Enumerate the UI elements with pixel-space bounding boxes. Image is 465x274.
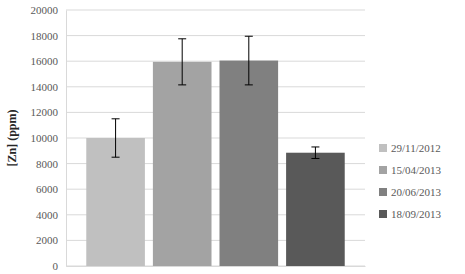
series — [153, 39, 212, 266]
y-tick: 0 — [53, 260, 67, 272]
y-tick-label: 0 — [53, 260, 59, 272]
error-bar — [311, 147, 319, 159]
y-tick: 6000 — [36, 183, 66, 195]
y-tick: 2000 — [36, 234, 66, 246]
legend-item: 15/04/2013 — [379, 164, 442, 176]
bar — [153, 62, 212, 266]
legend-swatch — [379, 210, 387, 218]
legend-label: 15/04/2013 — [391, 164, 442, 176]
legend-item: 18/09/2013 — [379, 208, 442, 220]
y-tick: 20000 — [31, 4, 67, 16]
y-tick-label: 10000 — [31, 132, 59, 144]
chart: 0 2000 4000 6000 8000 10000 12000 14000 16000 180… — [0, 0, 465, 274]
legend-label: 20/06/2013 — [391, 186, 442, 198]
grid-line — [66, 86, 365, 87]
y-axis-title: [Zn] (ppm) — [5, 109, 19, 166]
error-cap — [311, 146, 319, 147]
legend-label: 29/11/2012 — [391, 142, 441, 154]
y-tick: 4000 — [36, 209, 66, 221]
grid-line — [66, 35, 365, 36]
error-stem — [182, 39, 183, 85]
y-tick-label: 16000 — [31, 55, 59, 67]
error-cap — [245, 36, 253, 37]
series — [219, 36, 278, 266]
y-tick-label: 2000 — [36, 234, 59, 246]
legend: 29/11/2012 15/04/2013 20/06/2013 18/09/2013 — [379, 142, 442, 220]
y-tick: 10000 — [31, 132, 67, 144]
error-cap — [178, 84, 186, 85]
error-stem — [315, 147, 316, 159]
y-tick: 8000 — [36, 158, 66, 170]
error-stem — [248, 36, 249, 85]
y-tick-label: 4000 — [36, 209, 59, 221]
y-tick: 16000 — [31, 55, 67, 67]
grid — [66, 10, 365, 266]
y-tick-label: 18000 — [31, 30, 59, 42]
legend-swatch — [379, 166, 387, 174]
bar — [86, 138, 145, 266]
legend-swatch — [379, 144, 387, 152]
error-cap — [311, 158, 319, 159]
error-cap — [178, 38, 186, 39]
y-axis: 0 2000 4000 6000 8000 10000 12000 14000 16000 180… — [31, 4, 67, 272]
legend-label: 18/09/2013 — [391, 208, 442, 220]
y-tick-label: 8000 — [36, 158, 59, 170]
y-tick: 12000 — [31, 106, 67, 118]
y-tick-label: 20000 — [31, 4, 59, 16]
error-bar — [178, 39, 186, 85]
plot: 0 2000 4000 6000 8000 10000 12000 14000 16000 180… — [31, 4, 366, 272]
error-cap — [112, 157, 120, 158]
error-bar — [112, 119, 120, 157]
legend-swatch — [379, 188, 387, 196]
error-stem — [115, 119, 116, 157]
legend-item: 20/06/2013 — [379, 186, 442, 198]
y-axis-line — [66, 11, 67, 267]
y-tick-label: 12000 — [31, 106, 59, 118]
bar — [219, 61, 278, 266]
grid-line — [66, 112, 365, 113]
series — [286, 147, 345, 266]
y-tick-label: 6000 — [36, 183, 59, 195]
x-axis-line — [67, 266, 366, 267]
legend-item: 29/11/2012 — [379, 142, 441, 154]
y-tick-label: 14000 — [31, 81, 59, 93]
y-tick: 14000 — [31, 81, 67, 93]
error-cap — [112, 118, 120, 119]
series — [86, 119, 145, 266]
grid-line — [66, 61, 365, 62]
y-tick: 18000 — [31, 30, 67, 42]
error-bar — [245, 36, 253, 85]
error-cap — [245, 84, 253, 85]
bar — [286, 153, 345, 266]
grid-line — [66, 10, 365, 11]
marks — [86, 36, 344, 266]
